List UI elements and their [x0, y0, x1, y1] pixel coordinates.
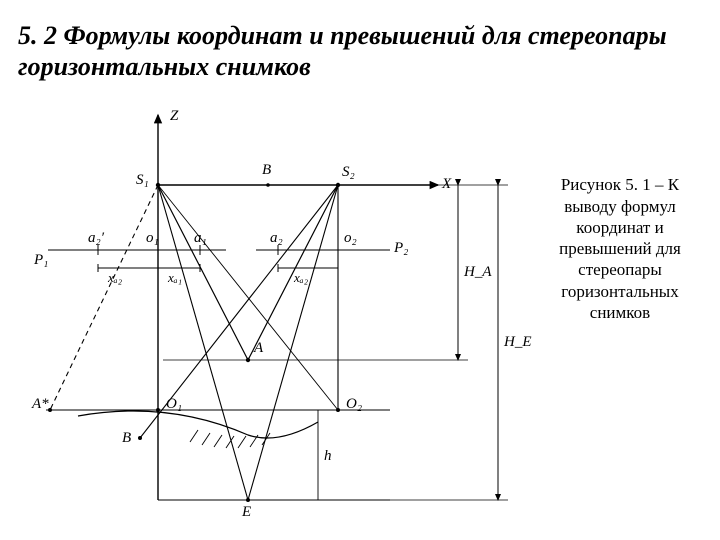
label-x: X [442, 176, 451, 193]
point-b-ground [138, 436, 142, 440]
label-o1b: O₁ [166, 396, 182, 413]
section-title: 5. 2 Формулы координат и превышений для … [18, 20, 702, 82]
label-he: H_E [504, 334, 532, 351]
label-a: A [254, 340, 263, 357]
label-o1: o₁ [146, 230, 159, 247]
label-p1: P₁ [34, 252, 48, 269]
label-a2p: a₂′ [88, 230, 104, 247]
label-z: Z [170, 108, 178, 125]
point-o2b [336, 408, 340, 412]
label-ha: H_A [464, 264, 492, 281]
label-p2: P₂ [394, 240, 408, 257]
figure-container: Z X S₁ S₂ B P₁ P₂ a₂′ o₁ a₁ a₂ o₂ xₐ₂ xₐ… [18, 100, 702, 520]
ray-s2-a [248, 185, 338, 360]
label-s1: S₁ [136, 172, 149, 189]
terrain-curve [78, 411, 318, 438]
label-astar: A* [32, 396, 49, 413]
label-xa2r: xₐ₂ [294, 270, 308, 286]
point-b-top [266, 184, 270, 188]
label-a1: a₁ [194, 230, 207, 247]
label-e: E [242, 504, 251, 521]
label-xa2: xₐ₂ [108, 270, 122, 286]
figure-caption: Рисунок 5. 1 – К выводу формул координат… [534, 174, 706, 323]
label-bpt: B [122, 430, 131, 447]
label-s2: S₂ [342, 164, 355, 181]
label-a2: a₂ [270, 230, 283, 247]
label-h: h [324, 448, 332, 465]
ray-s1-astar [50, 185, 158, 410]
label-xa1: xₐ₁ [168, 270, 182, 286]
point-e [246, 498, 250, 502]
label-b-top: B [262, 162, 271, 179]
label-o2: o₂ [344, 230, 357, 247]
label-o2b: O₂ [346, 396, 362, 413]
point-o1b [156, 408, 160, 412]
